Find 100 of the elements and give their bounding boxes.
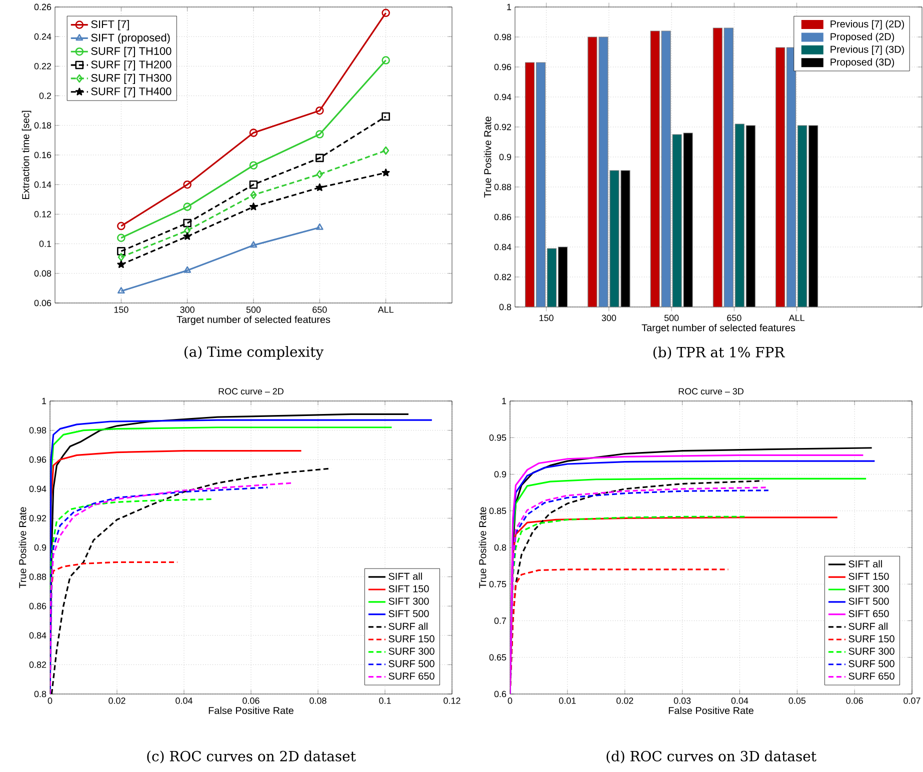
legend-label: SURF 300 <box>848 648 894 655</box>
y-tick-label: 0.06 <box>34 300 52 306</box>
legend-label: SURF 650 <box>388 672 434 680</box>
legend-label: SURF all <box>848 622 888 630</box>
x-tick-label: 0.02 <box>108 698 126 704</box>
y-tick-label: 0.94 <box>29 486 46 492</box>
point <box>316 223 324 230</box>
y-tick-label: 0.18 <box>34 122 52 129</box>
point <box>382 146 390 155</box>
text: (c) ROC curves on 2D dataset <box>147 750 356 764</box>
x-tick-label: 650 <box>312 306 327 313</box>
chart-title: ROC curve – 2D <box>218 388 284 395</box>
point <box>117 234 126 242</box>
y-axis-title: True Positive Rate <box>18 507 26 588</box>
legend-label: SIFT 150 <box>848 572 889 580</box>
y-tick-label: 0.9 <box>499 154 512 160</box>
y-tick-label: 0.14 <box>34 181 52 188</box>
point <box>184 226 191 235</box>
point <box>117 260 126 268</box>
y-tick-label: 0.26 <box>34 4 52 10</box>
x-tick-label: 150 <box>114 306 128 313</box>
x-tick-label: ALL <box>378 306 394 313</box>
y-tick-label: 0.7 <box>494 618 506 624</box>
legend-label: SIFT 650 <box>848 610 889 618</box>
y-axis-title: Extraction time [sec] <box>22 110 32 200</box>
y-tick-label: 0.96 <box>29 456 46 463</box>
x-tick-label: 0.04 <box>176 698 192 704</box>
point <box>249 128 258 137</box>
legend-label: SIFT [7] <box>91 20 129 30</box>
y-tick-label: 1 <box>42 398 46 404</box>
point <box>117 287 125 294</box>
y-tick-label: 0.8 <box>494 544 506 551</box>
y-tick-label: 0.94 <box>494 94 512 100</box>
point <box>316 154 324 162</box>
point <box>316 183 324 192</box>
legend-label: SURF 300 <box>388 648 434 655</box>
legend-label: SIFT 300 <box>848 585 889 592</box>
x-tick-label: ALL <box>788 314 804 321</box>
y-tick-label: 0.9 <box>34 544 46 551</box>
y-tick-label: 0.98 <box>29 427 46 434</box>
point <box>316 130 324 138</box>
x-tick-label: 0.08 <box>310 698 326 704</box>
x-tick-label: 0 <box>48 698 52 704</box>
x-tick-label: 0.1 <box>379 698 391 704</box>
point <box>118 252 124 262</box>
y-tick-label: 0.16 <box>34 152 52 158</box>
y-tick-label: 0.08 <box>34 270 52 277</box>
point <box>183 218 192 228</box>
y-tick-label: 0.24 <box>34 33 52 40</box>
x-axis-title: False Positive Rate <box>668 706 754 714</box>
y-tick-label: 0.75 <box>489 580 506 588</box>
y-tick-label: 0.84 <box>494 244 512 250</box>
y-tick-label: 0.2 <box>39 92 52 99</box>
point <box>117 247 126 256</box>
y-tick-label: 0.84 <box>29 632 46 639</box>
y-tick-label: 0.1 <box>39 240 52 247</box>
y-tick-label: 0.85 <box>489 508 506 514</box>
y-tick-label: 0.98 <box>494 34 512 40</box>
x-tick-label: 0.07 <box>904 698 920 704</box>
point <box>382 112 390 121</box>
x-tick-label: 0.05 <box>788 698 806 704</box>
legend-label: SURF 150 <box>388 635 434 642</box>
x-tick-label: 0 <box>508 698 512 704</box>
x-tick-label: 0.03 <box>674 698 691 704</box>
x-tick-label: 0.06 <box>242 698 260 704</box>
legend-label: SURF [7] TH100 <box>91 46 172 58</box>
x-tick-label: 0.04 <box>731 698 748 704</box>
x-tick-label: 650 <box>727 314 742 322</box>
y-tick-label: 0.22 <box>34 63 52 70</box>
y-tick-label: 0.65 <box>489 654 506 661</box>
point <box>316 106 324 115</box>
y-tick-label: 0.92 <box>494 124 512 130</box>
y-tick-label: 1 <box>507 4 512 10</box>
point <box>184 266 192 273</box>
legend-label: SURF 150 <box>848 635 894 642</box>
legend-label: SURF 500 <box>388 660 434 668</box>
chart-title: ROC curve – 3D <box>678 388 744 395</box>
legend-label: SIFT 300 <box>388 598 429 605</box>
x-tick-label: 500 <box>246 306 261 313</box>
legend-label: SIFT 500 <box>388 610 429 618</box>
x-axis-title: Target number of selected features <box>176 316 330 325</box>
x-axis-title: Target number of selected features <box>642 324 796 334</box>
x-tick-label: 0.02 <box>616 698 634 704</box>
text: (a) Time complexity <box>184 346 324 360</box>
x-tick-label: 300 <box>602 314 616 322</box>
legend-label: SURF all <box>388 622 428 630</box>
point <box>250 190 257 200</box>
legend-label: SURF [7] TH200 <box>91 60 172 71</box>
point <box>183 202 192 211</box>
y-tick-label: 0.96 <box>494 64 512 70</box>
legend-label: SURF 650 <box>848 672 894 680</box>
y-tick-label: 0.8 <box>34 690 46 698</box>
text: (b) TPR at 1% FPR <box>653 346 786 360</box>
point <box>382 168 390 176</box>
x-axis-title: False Positive Rate <box>208 706 294 714</box>
x-tick-label: 300 <box>180 306 194 313</box>
x-tick-label: 0.12 <box>444 698 460 704</box>
legend-label: SURF 500 <box>848 660 894 668</box>
legend-label: SIFT 500 <box>848 598 889 605</box>
y-tick-label: 0.92 <box>29 515 46 522</box>
